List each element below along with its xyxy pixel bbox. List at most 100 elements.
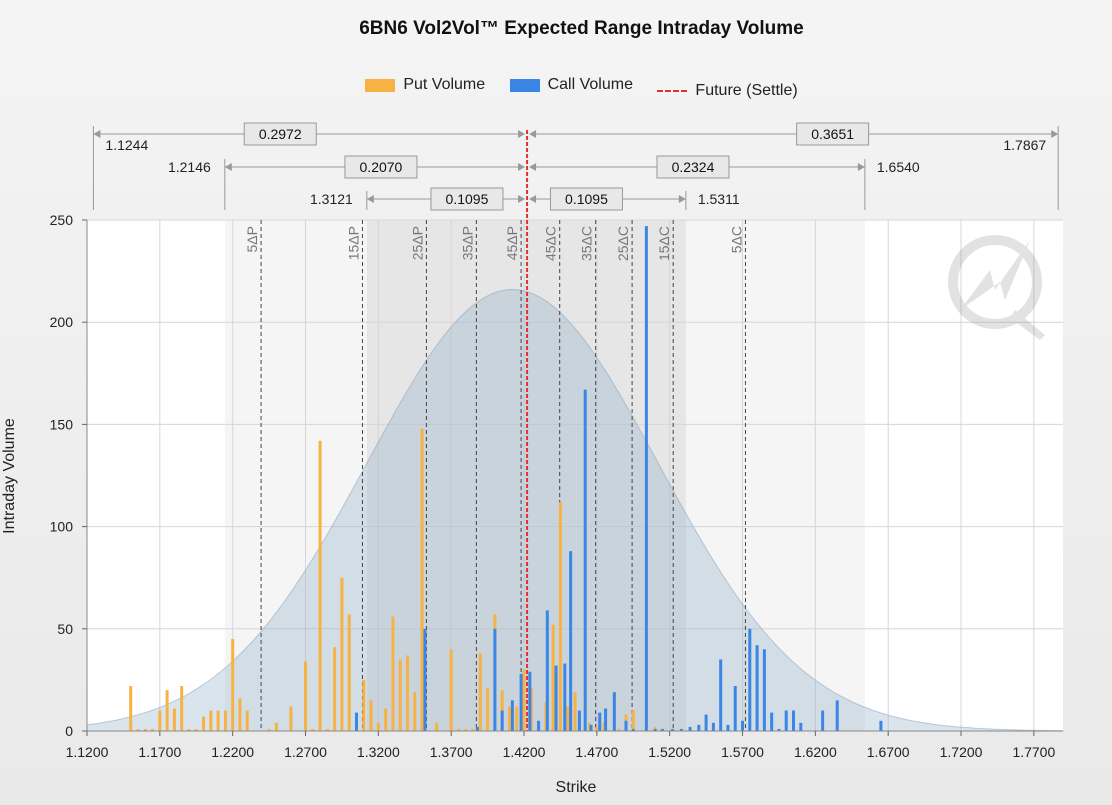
call-bar — [624, 720, 628, 731]
y-tick-label: 50 — [57, 621, 73, 637]
put-bar — [435, 722, 439, 731]
put-bar — [158, 710, 162, 731]
arrowhead — [366, 195, 374, 203]
call-bar — [510, 700, 514, 731]
arrowhead — [529, 130, 537, 138]
put-bar — [398, 659, 402, 731]
put-bar — [405, 655, 409, 731]
delta-label: 5ΔP — [244, 226, 260, 252]
arrowhead — [529, 163, 537, 171]
put-width-box — [430, 187, 504, 211]
put-bar — [515, 706, 519, 731]
put-bar — [209, 710, 213, 731]
call-bar — [631, 728, 635, 731]
put-bar — [311, 728, 315, 731]
watermark-tail — [1010, 310, 1045, 340]
arrowhead — [678, 195, 686, 203]
call-bar — [354, 712, 358, 731]
y-axis-title: Intraday Volume — [1, 418, 18, 534]
call-bar — [755, 645, 759, 731]
call-bar — [719, 659, 723, 731]
watermark-ring — [948, 235, 1042, 329]
call-bar — [711, 722, 715, 731]
put-bar — [304, 661, 308, 731]
put-width-box-label: 0.2972 — [259, 126, 302, 142]
x-tick-label: 1.3700 — [430, 744, 473, 760]
call-bar — [688, 726, 692, 731]
call-width-box-label: 0.2324 — [672, 159, 715, 175]
put-bar — [369, 700, 373, 731]
delta-label: 5ΔC — [728, 226, 744, 253]
delta-label: 45ΔC — [543, 226, 559, 261]
put-bar — [129, 686, 133, 731]
put-bar — [180, 686, 184, 731]
put-bar — [551, 624, 555, 731]
y-tick-label: 200 — [50, 314, 74, 330]
call-bar — [660, 728, 664, 731]
call-bar — [653, 728, 657, 731]
delta-label: 35ΔC — [579, 226, 595, 261]
put-bar — [522, 669, 526, 731]
call-bar — [879, 720, 883, 731]
legend-future-label: Future (Settle) — [695, 81, 798, 99]
put-bar — [464, 728, 468, 731]
put-bar — [566, 706, 570, 731]
put-bar — [245, 710, 249, 731]
range-low-label: 1.2146 — [168, 159, 211, 175]
call-bar — [671, 728, 675, 731]
put-bar — [595, 726, 599, 731]
put-bar — [558, 502, 562, 731]
call-bar — [612, 692, 616, 731]
call-width-box — [796, 122, 870, 146]
legend-put: Put Volume — [365, 76, 485, 94]
call-bar — [537, 720, 541, 731]
range-high-label: 1.5311 — [698, 191, 740, 207]
put-bar — [486, 688, 490, 731]
x-tick-label: 1.4700 — [575, 744, 618, 760]
put-width-box-label: 0.1095 — [446, 191, 489, 207]
call-bar — [704, 714, 708, 731]
call-bar — [583, 389, 587, 731]
call-bar — [762, 649, 766, 731]
expected-range-2: 0.2070 0.2324 1.2146 1.6540 — [168, 155, 920, 210]
put-bar — [216, 710, 220, 731]
put-bar — [187, 728, 191, 731]
call-bar — [563, 663, 567, 731]
call-bar — [733, 686, 737, 731]
y-tick-label: 0 — [65, 723, 73, 739]
call-width-box-label: 0.1095 — [565, 191, 608, 207]
call-bar — [519, 673, 523, 731]
call-bar — [545, 610, 549, 731]
put-bar — [340, 577, 344, 731]
watermark-logo — [948, 235, 1045, 340]
call-width-box — [549, 187, 623, 211]
put-bar — [151, 728, 155, 731]
call-bar — [644, 226, 648, 731]
call-bar — [493, 628, 497, 731]
put-bar — [456, 728, 460, 731]
call-bar — [500, 710, 504, 731]
watermark-bolt — [960, 240, 1030, 310]
x-tick-label: 1.7700 — [1012, 744, 1055, 760]
delta-label: 15ΔC — [656, 226, 672, 261]
put-bar — [376, 722, 380, 731]
call-bar — [423, 628, 427, 731]
call-bar — [589, 724, 593, 731]
arrowhead — [224, 163, 232, 171]
y-tick-label: 100 — [50, 519, 74, 535]
call-bar — [697, 724, 701, 731]
put-bar — [267, 728, 271, 731]
range-low-label: 1.3121 — [310, 191, 353, 207]
delta-label: 25ΔP — [409, 226, 425, 260]
put-bar — [172, 708, 176, 731]
put-bar — [617, 728, 621, 731]
x-tick-label: 1.2200 — [211, 744, 254, 760]
x-tick-label: 1.2700 — [284, 744, 327, 760]
call-bar — [748, 628, 752, 731]
call-bar — [604, 708, 608, 731]
arrowhead — [1051, 130, 1059, 138]
arrowhead — [529, 195, 537, 203]
delta-label: 25ΔC — [615, 226, 631, 261]
put-bar — [136, 728, 140, 731]
